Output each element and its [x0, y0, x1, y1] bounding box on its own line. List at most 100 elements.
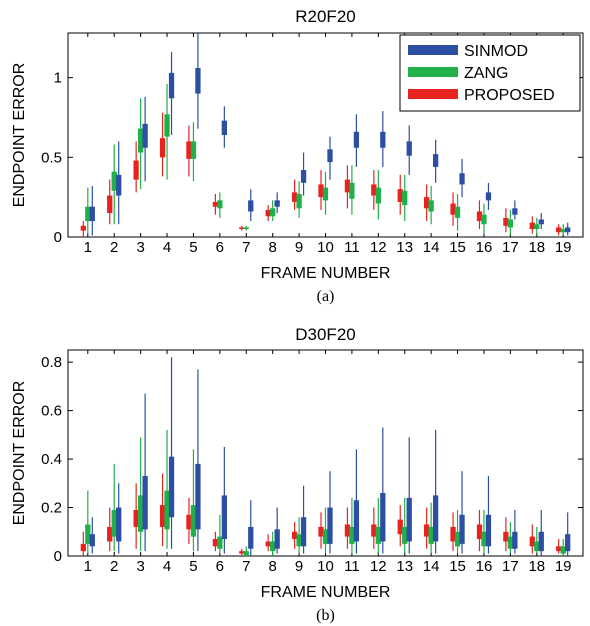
box — [560, 546, 566, 554]
box — [375, 526, 381, 544]
series-zang — [85, 429, 566, 556]
series-proposed — [80, 473, 562, 556]
box — [190, 505, 197, 537]
legend-label-zang: ZANG — [464, 65, 508, 82]
box — [402, 526, 408, 544]
box — [529, 536, 535, 547]
x-tick-label: 13 — [396, 239, 413, 256]
box — [221, 495, 227, 540]
box — [344, 179, 351, 193]
x-tick-label: 15 — [449, 558, 466, 575]
box — [432, 154, 439, 167]
box — [344, 524, 351, 537]
chart-panel-a: 00.511 2 3 4 5 6 7 8 9 10 11 12 13 14 15 16 17 18 19R20F20… — [11, 7, 584, 305]
box — [529, 222, 535, 230]
y-tick-label: 0.2 — [41, 500, 62, 517]
x-tick-label: 7 — [242, 239, 250, 256]
box — [454, 531, 461, 547]
x-tick-label: 1 — [84, 239, 92, 256]
x-tick-label: 10 — [317, 239, 334, 256]
box — [137, 495, 144, 532]
box — [459, 173, 465, 185]
box — [291, 192, 298, 202]
box — [349, 526, 355, 544]
box — [85, 524, 91, 544]
box — [190, 141, 197, 159]
box — [424, 197, 430, 209]
box — [556, 227, 562, 233]
box — [107, 526, 113, 542]
box — [349, 182, 355, 199]
x-tick-label: 15 — [449, 239, 466, 256]
x-tick-label: 16 — [476, 239, 493, 256]
box — [142, 123, 148, 148]
y-axis-label: ENDPOINT ERROR — [11, 63, 28, 208]
box — [111, 171, 117, 191]
box — [265, 541, 271, 547]
y-tick-label: 0.6 — [41, 403, 62, 420]
y-tick-label: 0.4 — [41, 451, 62, 468]
x-tick-label: 6 — [216, 239, 224, 256]
box — [186, 141, 192, 159]
box — [476, 524, 483, 540]
x-tick-label: 18 — [528, 558, 545, 575]
x-tick-label: 11 — [344, 239, 360, 256]
y-tick-label: 0.5 — [41, 149, 62, 166]
box — [322, 187, 329, 201]
box — [239, 551, 245, 554]
box — [168, 456, 175, 518]
x-tick-label: 12 — [370, 558, 387, 575]
box — [159, 138, 166, 158]
box — [503, 217, 509, 226]
x-tick-label: 11 — [344, 558, 360, 575]
box — [534, 224, 540, 230]
box — [481, 214, 487, 225]
box — [142, 476, 148, 530]
x-tick-label: 9 — [295, 239, 303, 256]
box — [327, 507, 333, 544]
box — [159, 505, 166, 527]
box — [318, 184, 324, 198]
box — [221, 120, 227, 135]
box — [534, 541, 540, 552]
box — [380, 492, 386, 542]
box — [111, 509, 117, 537]
x-tick-label: 3 — [136, 239, 144, 256]
x-tick-label: 5 — [189, 558, 197, 575]
x-tick-label: 8 — [269, 558, 277, 575]
box — [168, 72, 175, 99]
figure-caption: (a) — [317, 288, 335, 305]
box — [300, 170, 307, 183]
box — [454, 206, 461, 218]
box — [402, 190, 408, 206]
legend: SINMOD ZANG PROPOSED — [399, 34, 581, 112]
box — [248, 200, 254, 212]
box — [296, 534, 302, 547]
x-tick-label: 10 — [317, 558, 334, 575]
x-tick-label: 2 — [110, 239, 118, 256]
y-tick-label: 0 — [54, 548, 62, 565]
chart-title: R20F20 — [295, 7, 355, 26]
box — [80, 225, 86, 231]
box — [507, 219, 514, 228]
box — [503, 531, 509, 542]
legend-label-proposed: PROPOSED — [464, 87, 555, 104]
box — [318, 526, 324, 537]
box — [195, 68, 201, 94]
box — [116, 174, 122, 196]
x-tick-label: 6 — [216, 558, 224, 575]
box — [428, 200, 434, 212]
x-tick-label: 16 — [476, 558, 493, 575]
box — [212, 201, 219, 207]
box — [80, 543, 86, 552]
x-tick-label: 2 — [110, 558, 118, 575]
x-tick-label: 18 — [528, 239, 545, 256]
series-proposed — [80, 112, 562, 237]
x-tick-label: 13 — [396, 558, 413, 575]
x-tick-label: 17 — [502, 239, 519, 256]
box — [212, 539, 219, 547]
box — [291, 531, 298, 540]
y-tick-label: 0.8 — [41, 354, 62, 371]
x-tick-label: 8 — [269, 239, 277, 256]
